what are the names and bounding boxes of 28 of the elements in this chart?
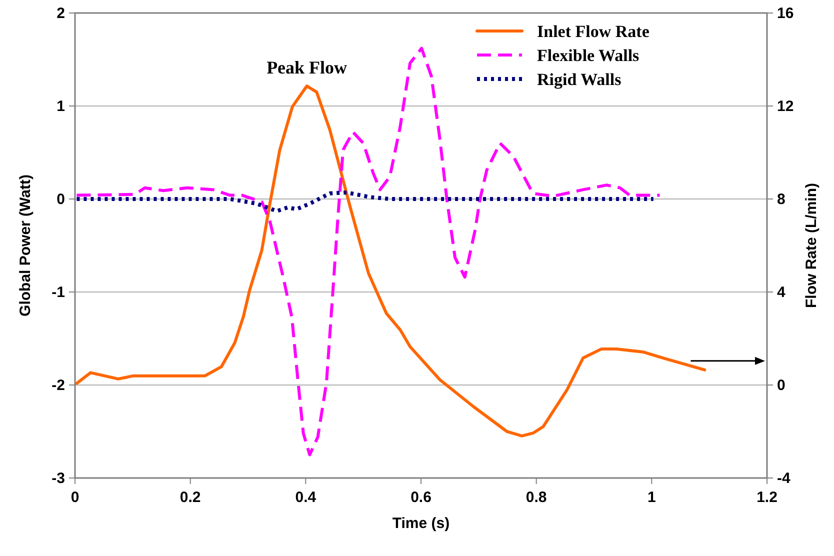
y2-tick-label: 4 xyxy=(777,284,786,301)
x-tick-label: 0.4 xyxy=(295,489,317,506)
legend-label: Inlet Flow Rate xyxy=(537,22,650,41)
legend-label: Rigid Walls xyxy=(537,70,622,89)
annotation: Peak Flow xyxy=(266,58,348,78)
y2-tick-label: -4 xyxy=(777,470,791,487)
y2-axis-title: Flow Rate (L/min) xyxy=(803,183,820,308)
y-tick-label: 2 xyxy=(56,5,65,22)
y2-tick-label: 0 xyxy=(777,377,786,394)
y-tick-label: 0 xyxy=(56,191,65,208)
x-tick-label: 0.8 xyxy=(526,489,547,506)
x-axis-title: Time (s) xyxy=(392,515,450,532)
y2-tick-label: 8 xyxy=(777,191,786,208)
y-tick-label: -2 xyxy=(52,377,65,394)
x-tick-label: 0 xyxy=(70,489,80,506)
y2-tick-label: 16 xyxy=(777,5,794,22)
x-tick-label: 0.6 xyxy=(410,489,432,506)
legend-label: Flexible Walls xyxy=(537,46,640,65)
y-tick-label: -3 xyxy=(52,470,65,487)
y-axis-title: Global Power (Watt) xyxy=(17,174,34,316)
y-tick-label: 1 xyxy=(56,98,65,115)
x-tick-label: 1 xyxy=(647,489,656,506)
line-series xyxy=(75,46,662,456)
line-series xyxy=(74,190,656,214)
y2-tick-label: 12 xyxy=(777,98,794,115)
x-tick-label: 0.2 xyxy=(180,489,201,506)
x-tick-label: 1.2 xyxy=(756,489,778,506)
y-tick-label: -1 xyxy=(52,284,65,301)
